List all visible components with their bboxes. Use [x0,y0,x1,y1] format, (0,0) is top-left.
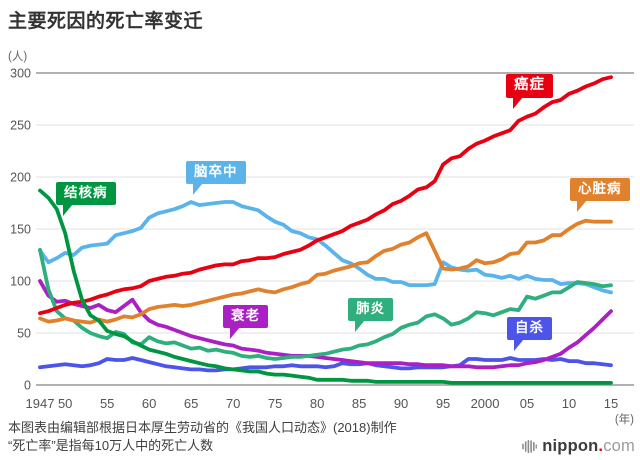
x-axis-tick-label: 55 [100,396,114,411]
series-label-tuberculosis-text: 结核病 [64,185,108,200]
series-label-suicide-text: 自杀 [515,320,544,335]
x-axis-tick-label: 2000 [471,396,500,411]
source-note-line2: “死亡率”是指每10万人中的死亡人数 [8,438,214,454]
x-axis-tick-label: 75 [268,396,282,411]
logo-tld: com [603,437,635,455]
callout-tail [193,182,203,195]
series-label-tuberculosis: 结核病 [56,182,116,216]
source-note: 本图表由编辑部根据日本厚生劳动省的《我国人口动态》(2018)制作 “死亡率”是… [8,419,397,456]
series-line-衰老 [38,279,613,370]
x-axis-tick-label: 85 [352,396,366,411]
x-axis-tick-label: 65 [184,396,198,411]
series-label-suicide: 自杀 [507,317,552,351]
callout-tail [355,319,365,332]
series-label-stroke-text: 脑卒中 [194,164,238,179]
y-axis-tick-label: 100 [10,275,31,289]
nippon-logo: nippon.com [521,437,635,456]
series-line-心脏病 [38,218,613,325]
series-line-自杀 [38,356,613,373]
y-axis-tick-label: 50 [17,327,31,341]
x-axis-tick-label: 1947 [26,396,55,411]
y-axis-tick-label: 200 [10,171,31,185]
series-line-结核病 [38,188,613,385]
source-note-line1: 本图表由编辑部根据日本厚生劳动省的《我国人口动态》(2018)制作 [8,420,397,435]
x-axis-tick-label: 05 [520,396,534,411]
nippon-logo-icon [522,439,538,454]
y-axis-tick-label: 0 [24,379,31,393]
y-axis-unit-label: (人) [8,51,28,63]
x-axis-tick-label: 95 [436,396,450,411]
series-line-脑卒中 [38,200,613,295]
series-label-heart-text: 心脏病 [578,181,622,196]
y-axis-tick-label: 150 [10,223,31,237]
x-axis-tick-label: 60 [142,396,156,411]
y-axis-tick-label: 250 [10,119,31,133]
series-label-stroke: 脑卒中 [186,161,246,195]
x-axis-tick-label: 70 [226,396,240,411]
x-axis-tick-label: 10 [562,396,576,411]
series-label-cancer-text: 癌症 [514,77,545,93]
x-axis-tick-label: 50 [58,396,72,411]
series-label-pneumonia: 肺炎 [348,298,393,332]
x-axis-tick-label: 15 [604,396,618,411]
x-axis-tick-label: 80 [310,396,324,411]
page-title: 主要死因的死亡率变迁 [8,11,204,32]
x-axis-unit-label: (年) [615,412,634,426]
callout-tail [513,96,523,109]
series-label-senility: 衰老 [223,305,268,339]
x-axis-tick-label: 90 [394,396,408,411]
callout-tail [514,338,524,351]
logo-dot: . [598,437,604,455]
series-line-癌症 [38,75,613,316]
callout-tail [63,203,73,216]
y-axis-tick-label: 300 [10,67,31,81]
logo-name: nippon [542,437,599,455]
series-label-heart: 心脏病 [570,178,630,212]
series-label-pneumonia-text: 肺炎 [356,301,385,316]
callout-tail [577,199,587,212]
series-label-cancer: 癌症 [506,74,553,109]
callout-tail [230,326,240,339]
nippon-logo-text: nippon.com [542,437,635,456]
series-label-senility-text: 衰老 [231,308,260,323]
